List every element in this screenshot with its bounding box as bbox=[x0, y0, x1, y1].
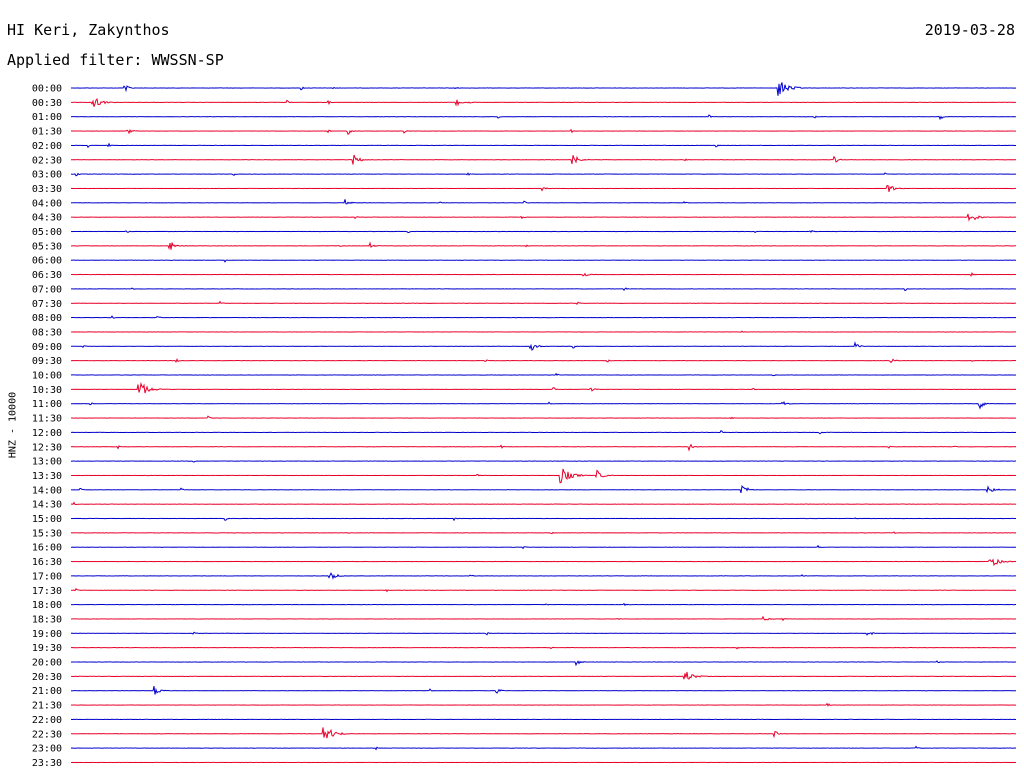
trace-line bbox=[70, 484, 1017, 494]
time-tick-label: 01:30 bbox=[32, 127, 62, 138]
time-tick-label: 19:30 bbox=[32, 643, 62, 654]
trace-line bbox=[70, 685, 1017, 695]
time-tick-label: 15:00 bbox=[32, 514, 62, 525]
time-tick-label: 18:30 bbox=[32, 614, 62, 625]
time-tick-label: 10:00 bbox=[32, 371, 62, 382]
time-tick-label: 12:00 bbox=[32, 428, 62, 439]
trace-line bbox=[70, 631, 1017, 636]
trace-line bbox=[70, 330, 1017, 333]
trace-line bbox=[70, 602, 1017, 607]
time-tick-label: 04:30 bbox=[32, 213, 62, 224]
time-tick-label: 06:00 bbox=[32, 256, 62, 267]
trace-line bbox=[71, 287, 1017, 292]
trace-line bbox=[70, 172, 1017, 177]
trace-line bbox=[70, 185, 1016, 193]
time-tick-label: 06:30 bbox=[32, 270, 62, 281]
time-tick-label: 11:00 bbox=[32, 399, 62, 410]
time-tick-label: 08:00 bbox=[32, 313, 62, 324]
trace-line bbox=[70, 98, 1017, 107]
trace-line bbox=[70, 517, 1017, 522]
trace-line bbox=[70, 443, 1017, 452]
trace-line bbox=[70, 702, 1017, 707]
time-tick-label: 17:30 bbox=[32, 586, 62, 597]
time-tick-label: 02:00 bbox=[32, 141, 62, 152]
trace-line bbox=[70, 241, 1016, 251]
time-tick-label: 09:00 bbox=[32, 342, 62, 353]
time-tick-label: 23:00 bbox=[32, 744, 62, 755]
trace-line bbox=[70, 82, 1017, 96]
time-tick-label: 17:00 bbox=[32, 571, 62, 582]
time-tick-label: 13:00 bbox=[32, 457, 62, 468]
time-tick-label: 11:30 bbox=[32, 414, 62, 425]
trace-line bbox=[70, 272, 1017, 277]
trace-line bbox=[70, 460, 1017, 463]
time-tick-label: 16:30 bbox=[32, 557, 62, 568]
date-label: 2019-03-28 bbox=[924, 21, 1015, 39]
time-tick-label: 07:30 bbox=[32, 299, 62, 310]
trace-line bbox=[71, 429, 1017, 435]
time-tick-label: 14:30 bbox=[32, 500, 62, 511]
trace-line bbox=[70, 213, 1017, 222]
trace-line bbox=[70, 646, 1017, 650]
time-tick-label: 03:00 bbox=[32, 170, 62, 181]
trace-line bbox=[70, 315, 1017, 319]
trace-line bbox=[70, 154, 1017, 165]
time-tick-label: 00:30 bbox=[32, 98, 62, 109]
time-tick-label: 15:30 bbox=[32, 528, 62, 539]
trace-line bbox=[70, 372, 1017, 377]
trace-line bbox=[70, 587, 1017, 593]
trace-line bbox=[70, 401, 1017, 410]
station-title: HI Keri, Zakynthos bbox=[7, 21, 170, 39]
time-tick-label: 05:00 bbox=[32, 227, 62, 238]
time-tick-label: 21:00 bbox=[32, 686, 62, 697]
trace-line bbox=[70, 229, 1017, 234]
trace-line bbox=[70, 501, 1017, 505]
time-tick-label: 00:00 bbox=[32, 84, 62, 95]
time-tick-label: 22:00 bbox=[32, 715, 62, 726]
trace-line bbox=[70, 415, 1017, 420]
trace-line bbox=[70, 341, 1017, 352]
time-tick-label: 01:00 bbox=[32, 112, 62, 123]
trace-line bbox=[70, 199, 1017, 205]
time-tick-label: 20:30 bbox=[32, 672, 62, 683]
trace-line bbox=[70, 381, 1017, 394]
filter-label: Applied filter: WWSSN-SP bbox=[7, 51, 224, 69]
trace-line bbox=[70, 745, 1017, 751]
time-tick-label: 19:00 bbox=[32, 629, 62, 640]
time-tick-label: 09:30 bbox=[32, 356, 62, 367]
trace-line bbox=[70, 660, 1017, 667]
time-tick-label: 14:00 bbox=[32, 485, 62, 496]
trace-line bbox=[70, 114, 1017, 121]
time-tick-label: 21:30 bbox=[32, 701, 62, 712]
time-tick-label: 03:30 bbox=[32, 184, 62, 195]
time-tick-label: 10:30 bbox=[32, 385, 62, 396]
time-tick-label: 23:30 bbox=[32, 758, 62, 769]
trace-line bbox=[70, 558, 1017, 567]
time-tick-label: 12:30 bbox=[32, 442, 62, 453]
trace-line bbox=[70, 544, 1017, 550]
trace-line bbox=[70, 468, 1017, 484]
time-tick-label: 20:00 bbox=[32, 658, 62, 669]
time-tick-label: 04:00 bbox=[32, 198, 62, 209]
trace-line bbox=[70, 358, 1017, 364]
time-tick-label: 05:30 bbox=[32, 241, 62, 252]
trace-line bbox=[71, 615, 1017, 622]
trace-line bbox=[70, 259, 1017, 263]
time-tick-label: 22:30 bbox=[32, 729, 62, 740]
trace-line bbox=[70, 300, 1017, 306]
time-tick-label: 13:30 bbox=[32, 471, 62, 482]
time-tick-label: 08:30 bbox=[32, 327, 62, 338]
time-tick-label: 02:30 bbox=[32, 155, 62, 166]
trace-line bbox=[70, 727, 1017, 739]
trace-line bbox=[70, 531, 1017, 535]
trace-line bbox=[70, 142, 1017, 149]
time-tick-label: 07:00 bbox=[32, 284, 62, 295]
time-tick-label: 18:00 bbox=[32, 600, 62, 611]
trace-line bbox=[70, 671, 1017, 680]
trace-line bbox=[70, 128, 1017, 135]
trace-line bbox=[70, 572, 1017, 580]
time-tick-label: 16:00 bbox=[32, 543, 62, 554]
